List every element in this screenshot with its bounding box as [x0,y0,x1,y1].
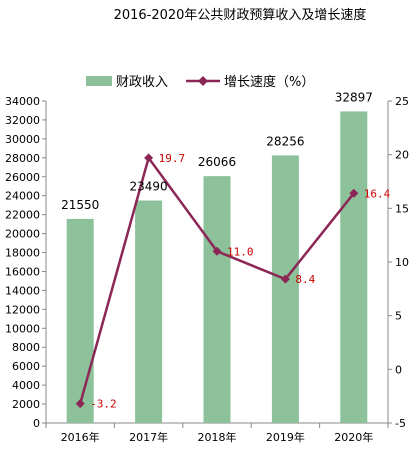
bar [203,176,231,423]
legend-line-marker [198,76,208,86]
bar-value-label: 23490 [130,180,168,194]
y-left-tick-label: 32000 [5,114,40,127]
x-tick-label: 2018年 [198,430,237,444]
x-tick-label: 2016年 [61,430,100,444]
bar-value-label: 21550 [61,198,99,212]
y-left-tick-label: 16000 [5,265,40,278]
x-tick-label: 2017年 [129,430,168,444]
y-right-tick-label: -5 [395,417,406,430]
bar [340,111,368,424]
y-right-tick-label: 0 [395,363,402,376]
y-left-tick-label: 28000 [5,152,40,165]
growth-value-label: -3.2 [90,398,117,411]
y-left-tick-label: 22000 [5,209,40,222]
y-left-tick-label: 30000 [5,133,40,146]
bar-value-label: 26066 [198,155,236,169]
y-left-tick-label: 14000 [5,284,40,297]
y-left-tick-label: 34000 [5,95,40,108]
y-left-tick-label: 8000 [12,341,40,354]
y-right-tick-label: 5 [395,310,402,323]
bar [271,155,299,424]
y-left-tick-label: 0 [33,417,40,430]
chart-title: 2016-2020年公共财政预算收入及增长速度 [114,7,367,23]
y-left-tick-label: 12000 [5,303,40,316]
y-right-tick-label: 25 [395,95,409,108]
x-tick-label: 2020年 [334,430,373,444]
bar-value-label: 28256 [266,134,304,148]
y-left-tick-label: 24000 [5,190,40,203]
growth-marker [75,399,85,409]
bar-value-label: 32897 [335,90,373,104]
y-right-tick-label: 15 [395,202,409,215]
legend-bar-label: 财政收入 [116,75,168,90]
plot-area: 0 2000 4000 6000 8000 10000 12000 14000 16000 180… [5,90,409,444]
bar [135,200,163,423]
y-left-tick-label: 6000 [12,360,40,373]
growth-marker [144,153,154,163]
x-tick-label: 2019年 [266,430,305,444]
legend: 财政收入 增长速度（%） [86,74,314,90]
legend-line-label: 增长速度（%） [224,74,314,90]
growth-value-label: 11.0 [227,245,254,258]
growth-value-label: 8.4 [295,273,315,286]
y-left-tick-label: 26000 [5,171,40,184]
legend-bar-swatch [86,76,112,86]
growth-value-label: 16.4 [364,187,391,200]
bar [66,218,94,423]
y-right-tick-label: 10 [395,256,409,269]
growth-marker [212,246,222,256]
y-left-tick-label: 4000 [12,379,40,392]
growth-marker [349,188,359,198]
y-left-tick-label: 20000 [5,228,40,241]
y-right-tick-label: 20 [395,149,409,162]
growth-marker [280,274,290,284]
y-left-tick-label: 10000 [5,322,40,335]
y-left-tick-label: 2000 [12,398,40,411]
y-left-tick-label: 18000 [5,247,40,260]
growth-value-label: 19.7 [159,152,186,165]
